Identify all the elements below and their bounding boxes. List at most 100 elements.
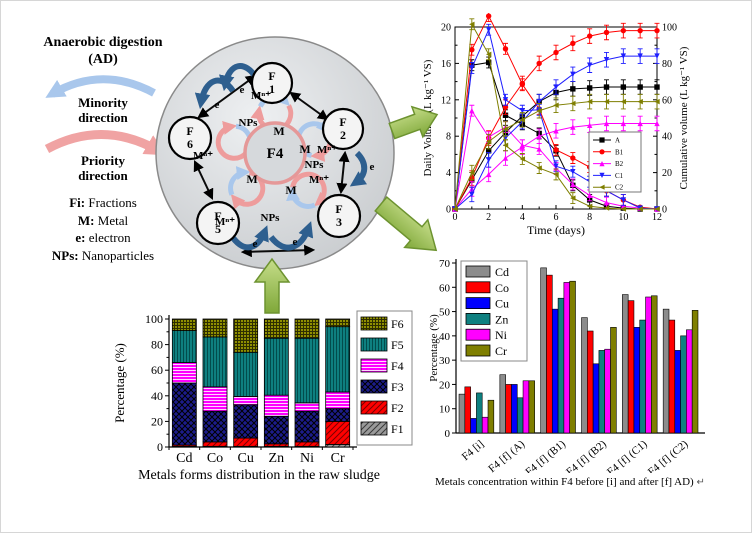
svg-text:F4: F4 [391,359,404,373]
fraction-node-f4-center: F4 [243,121,307,185]
svg-text:4: 4 [520,212,525,223]
svg-text:20: 20 [151,414,163,428]
svg-text:F3: F3 [335,202,342,229]
ad-definitions: Fi: Fractions M: Metal e: electron NPs: … [25,194,181,264]
stack-seg-F5 [202,336,228,388]
svg-text:F2: F2 [339,115,346,142]
f4-concentration-grouped-chart: 0 10 20 30 40 50 60 70 Percentage (%) F4 [i] F4 [f… [428,249,751,478]
definition-desc: Nanoparticles [81,247,155,263]
bar-Co [546,274,553,434]
svg-text:16: 16 [441,59,451,70]
stack-seg-F3 [233,404,259,439]
bar-Cd [662,308,670,434]
nps-label: NPs [261,212,281,224]
bar-Ni [481,416,489,434]
bar-Cd [540,267,547,434]
definition-key: NPs: [51,247,79,263]
stacked-chart-legend: F6 F5 F4 F3 F2 F1 [356,310,413,446]
svg-text:40: 40 [439,331,451,343]
svg-text:10: 10 [439,404,451,416]
svg-text:A: A [615,137,620,145]
svg-text:F4 [f] (B2): F4 [f] (B2) [564,438,609,473]
stacked-chart-caption: Metals forms distribution in the raw slu… [138,468,380,483]
svg-text:Cr: Cr [331,451,345,466]
bar-Ni [604,348,611,434]
electron-label: e [215,99,220,111]
metal-label: M [246,172,257,186]
bar-Cd [499,374,506,434]
svg-text:0: 0 [662,205,667,216]
stack-seg-F2 [233,437,259,447]
stack-seg-F4 [263,394,289,417]
svg-text:0: 0 [157,440,163,454]
bar-Cr [691,310,699,434]
stack-seg-F4 [171,362,197,384]
stack-seg-F4 [233,396,259,406]
minority-direction-arrow-icon [45,74,156,98]
svg-text:80: 80 [662,59,672,70]
svg-text:40: 40 [662,132,672,143]
metal-forms-stacked-chart-svg: 0 20 40 60 80 100 Percentage (%) Cd Co Cu Zn Ni Cr F6… [112,310,413,466]
bar-Zn [680,335,687,434]
bar-Cr [610,327,617,434]
stack-seg-F6 [233,318,259,353]
svg-text:Ni: Ni [495,328,508,342]
bar-Zn [639,319,646,434]
svg-text:Cumulative volume (L kg⁻¹ VS): Cumulative volume (L kg⁻¹ VS) [678,46,690,189]
ad-legend-panel: Anaerobic digestion (AD) Minority direct… [25,35,181,265]
svg-text:F4 [f] (C1): F4 [f] (C1) [605,438,650,473]
metal-ion-label: Mⁿ⁺ [251,90,271,102]
priority-direction-arrow-icon [44,130,167,156]
stack-seg-F4 [325,391,351,409]
svg-text:F6: F6 [186,124,193,151]
svg-text:20: 20 [439,379,451,391]
stack-seg-F2 [202,441,228,447]
diagram-labels: Mⁿ⁺ Mⁿ⁺ Mⁿ⁺ Mⁿ⁺ Mⁿ⁺ M M M M NPs NPs NPs … [193,84,375,250]
svg-text:Co: Co [207,451,223,466]
svg-text:Ni: Ni [300,451,314,466]
metal-ion-label: Mⁿ⁺ [193,150,213,162]
svg-text:F4 [i]: F4 [i] [460,438,487,463]
svg-text:Cu: Cu [237,451,253,466]
bar-Cd [581,317,588,434]
svg-text:Time (days): Time (days) [527,223,585,237]
svg-text:20: 20 [441,23,451,34]
series-C1 [452,23,660,212]
bar-Cu [551,308,559,434]
svg-text:60: 60 [439,282,451,294]
definition-desc: Fractions [88,195,137,211]
svg-text:12: 12 [652,212,662,223]
bar-Zn [516,397,524,434]
stack-seg-F4 [202,386,228,412]
stack-seg-F4 [294,402,320,412]
nps-label: NPs [305,159,325,171]
svg-text:6: 6 [554,212,559,223]
metal-label: M [285,183,296,197]
svg-text:Percentage (%): Percentage (%) [429,314,440,382]
svg-text:F4 [f] (C2): F4 [f] (C2) [646,438,691,473]
definition-key: e: [75,230,86,246]
svg-text:20: 20 [662,168,672,179]
stack-seg-F3 [294,410,320,443]
svg-text:100: 100 [145,312,163,326]
biogas-line-chart: 0 4 8 12 16 20 0 20 40 60 80 100 0 2 4 6 8 10 12 Daily Volu… [421,10,699,249]
stack-seg-F3 [202,410,228,443]
definition-desc: electron [88,230,131,246]
svg-text:Cd: Cd [495,265,509,279]
definition-key: Fi: [69,195,86,211]
svg-text:F2: F2 [391,401,404,415]
bar-Co [505,384,512,434]
svg-text:C2: C2 [615,184,624,192]
electron-label: e [240,84,245,96]
svg-text:C1: C1 [615,172,624,180]
svg-text:Cu: Cu [495,297,509,311]
stack-seg-F2 [325,421,351,445]
metal-forms-stacked-chart: 0 20 40 60 80 100 Percentage (%) Cd Co Cu Zn Ni Cr F6… [104,303,414,469]
svg-text:70: 70 [439,258,451,270]
stack-seg-F3 [263,415,289,445]
ad-title-line2: (AD) [88,51,118,67]
